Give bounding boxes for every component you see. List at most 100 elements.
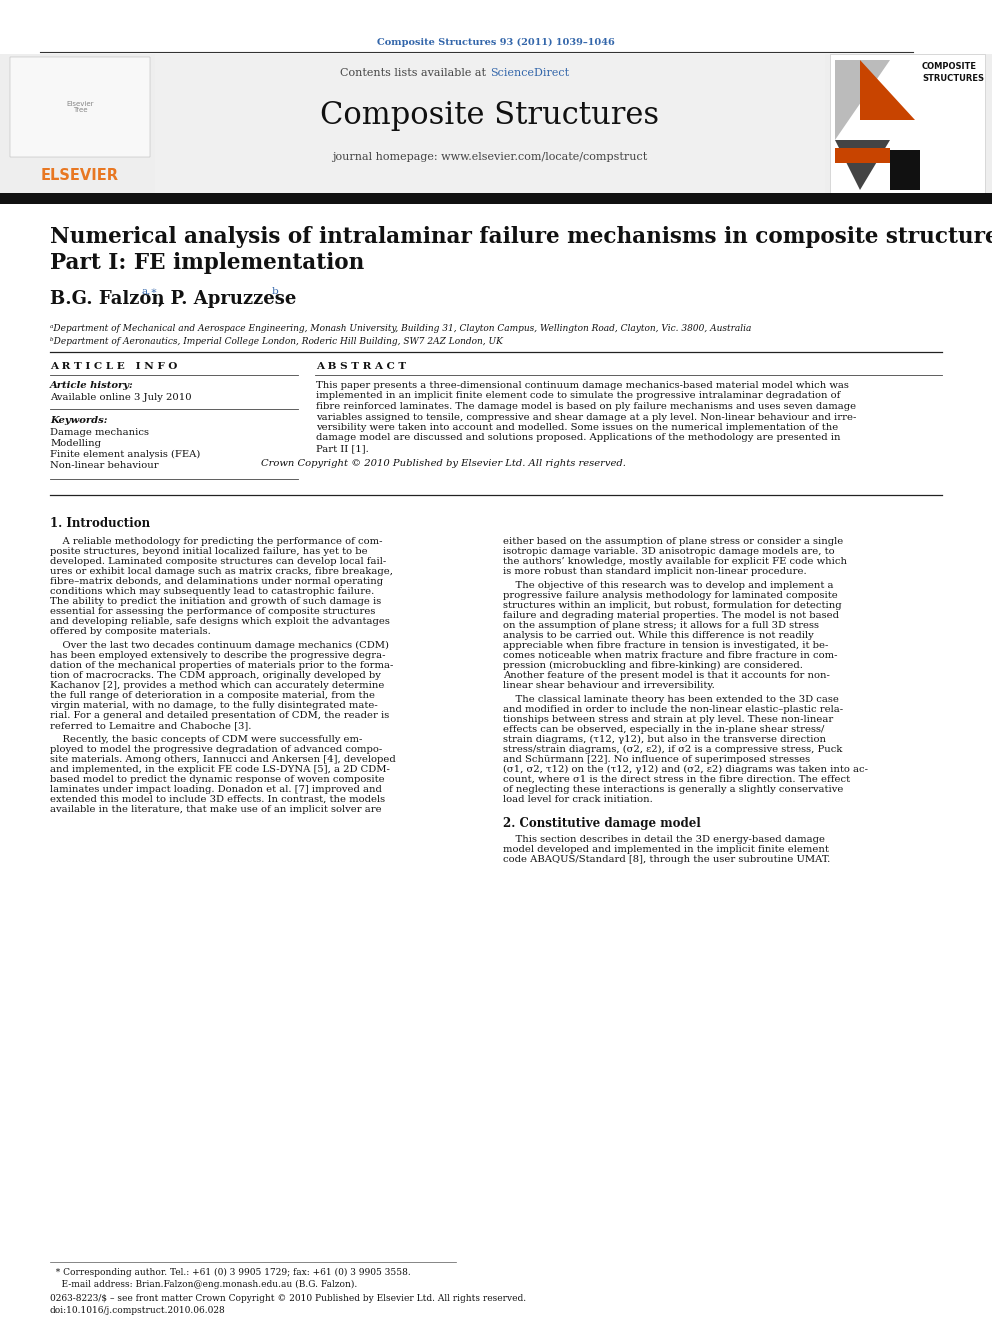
Text: and modified in order to include the non-linear elastic–plastic rela-: and modified in order to include the non… <box>503 705 843 714</box>
Text: COMPOSITE
STRUCTURES: COMPOSITE STRUCTURES <box>922 62 984 83</box>
Bar <box>830 54 985 194</box>
Text: Recently, the basic concepts of CDM were successfully em-: Recently, the basic concepts of CDM were… <box>50 736 362 744</box>
Polygon shape <box>860 60 915 120</box>
Text: ᵃDepartment of Mechanical and Aerospace Engineering, Monash University, Building: ᵃDepartment of Mechanical and Aerospace … <box>50 324 751 333</box>
Polygon shape <box>835 140 890 191</box>
Text: load level for crack initiation.: load level for crack initiation. <box>503 795 653 804</box>
Bar <box>155 54 825 194</box>
Text: * Corresponding author. Tel.: +61 (0) 3 9905 1729; fax: +61 (0) 3 9905 3558.: * Corresponding author. Tel.: +61 (0) 3 … <box>50 1267 411 1277</box>
Text: linear shear behaviour and irreversibility.: linear shear behaviour and irreversibili… <box>503 681 715 691</box>
Text: This paper presents a three-dimensional continuum damage mechanics-based materia: This paper presents a three-dimensional … <box>316 381 849 390</box>
Text: versibility were taken into account and modelled. Some issues on the numerical i: versibility were taken into account and … <box>316 423 838 433</box>
Text: posite structures, beyond initial localized failure, has yet to be: posite structures, beyond initial locali… <box>50 546 368 556</box>
Text: a,∗: a,∗ <box>142 287 159 296</box>
Text: and developing reliable, safe designs which exploit the advantages: and developing reliable, safe designs wh… <box>50 617 390 626</box>
Text: Over the last two decades continuum damage mechanics (CDM): Over the last two decades continuum dama… <box>50 642 389 650</box>
Text: progressive failure analysis methodology for laminated composite: progressive failure analysis methodology… <box>503 591 838 601</box>
Text: ELSEVIER: ELSEVIER <box>41 168 119 183</box>
Text: is more robust than standard implicit non-linear procedure.: is more robust than standard implicit no… <box>503 568 806 576</box>
Text: code ABAQUS/Standard [8], through the user subroutine UMAT.: code ABAQUS/Standard [8], through the us… <box>503 855 830 864</box>
Text: rial. For a general and detailed presentation of CDM, the reader is: rial. For a general and detailed present… <box>50 710 389 720</box>
Text: failure and degrading material properties. The model is not based: failure and degrading material propertie… <box>503 611 839 620</box>
Text: A B S T R A C T: A B S T R A C T <box>316 363 406 370</box>
Text: extended this model to include 3D effects. In contrast, the models: extended this model to include 3D effect… <box>50 795 385 804</box>
Text: This section describes in detail the 3D energy-based damage: This section describes in detail the 3D … <box>503 835 825 844</box>
Text: Part I: FE implementation: Part I: FE implementation <box>50 251 364 274</box>
Text: Another feature of the present model is that it accounts for non-: Another feature of the present model is … <box>503 671 830 680</box>
Text: site materials. Among others, Iannucci and Ankersen [4], developed: site materials. Among others, Iannucci a… <box>50 755 396 763</box>
Bar <box>890 149 920 191</box>
Text: tion of macrocracks. The CDM approach, originally developed by: tion of macrocracks. The CDM approach, o… <box>50 671 381 680</box>
Text: isotropic damage variable. 3D anisotropic damage models are, to: isotropic damage variable. 3D anisotropi… <box>503 546 834 556</box>
Text: Modelling: Modelling <box>50 439 101 448</box>
Text: Available online 3 July 2010: Available online 3 July 2010 <box>50 393 191 402</box>
Text: available in the literature, that make use of an implicit solver are: available in the literature, that make u… <box>50 804 382 814</box>
Text: b: b <box>272 287 279 296</box>
Bar <box>0 54 992 194</box>
Text: ScienceDirect: ScienceDirect <box>490 67 569 78</box>
Text: and implemented, in the explicit FE code LS-DYNA [5], a 2D CDM-: and implemented, in the explicit FE code… <box>50 765 390 774</box>
Text: either based on the assumption of plane stress or consider a single: either based on the assumption of plane … <box>503 537 843 546</box>
Text: A reliable methodology for predicting the performance of com-: A reliable methodology for predicting th… <box>50 537 383 546</box>
Text: the full range of deterioration in a composite material, from the: the full range of deterioration in a com… <box>50 691 375 700</box>
Text: and Schürmann [22]. No influence of superimposed stresses: and Schürmann [22]. No influence of supe… <box>503 755 810 763</box>
Text: implemented in an implicit finite element code to simulate the progressive intra: implemented in an implicit finite elemen… <box>316 392 840 401</box>
Text: model developed and implemented in the implicit finite element: model developed and implemented in the i… <box>503 845 829 855</box>
Text: strain diagrams, (τ12, γ12), but also in the transverse direction: strain diagrams, (τ12, γ12), but also in… <box>503 736 826 744</box>
Text: stress/strain diagrams, (σ2, ε2), if σ2 is a compressive stress, Puck: stress/strain diagrams, (σ2, ε2), if σ2 … <box>503 745 842 754</box>
Text: developed. Laminated composite structures can develop local fail-: developed. Laminated composite structure… <box>50 557 386 566</box>
Text: referred to Lemaitre and Chaboche [3].: referred to Lemaitre and Chaboche [3]. <box>50 721 251 730</box>
Text: (σ1, σ2, τ12) on the (τ12, γ12) and (σ2, ε2) diagrams was taken into ac-: (σ1, σ2, τ12) on the (τ12, γ12) and (σ2,… <box>503 765 868 774</box>
Text: Kachanov [2], provides a method which can accurately determine: Kachanov [2], provides a method which ca… <box>50 681 384 691</box>
Text: pression (microbuckling and fibre-kinking) are considered.: pression (microbuckling and fibre-kinkin… <box>503 662 803 671</box>
Text: variables assigned to tensile, compressive and shear damage at a ply level. Non-: variables assigned to tensile, compressi… <box>316 413 856 422</box>
Text: doi:10.1016/j.compstruct.2010.06.028: doi:10.1016/j.compstruct.2010.06.028 <box>50 1306 226 1315</box>
Text: conditions which may subsequently lead to catastrophic failure.: conditions which may subsequently lead t… <box>50 587 374 595</box>
Text: Part II [1].: Part II [1]. <box>316 445 369 452</box>
Text: The ability to predict the initiation and growth of such damage is: The ability to predict the initiation an… <box>50 597 381 606</box>
Text: based model to predict the dynamic response of woven composite: based model to predict the dynamic respo… <box>50 775 385 785</box>
Text: Numerical analysis of intralaminar failure mechanisms in composite structures.: Numerical analysis of intralaminar failu… <box>50 226 992 247</box>
Bar <box>835 148 890 163</box>
Text: effects can be observed, especially in the in-plane shear stress/: effects can be observed, especially in t… <box>503 725 824 734</box>
Text: journal homepage: www.elsevier.com/locate/compstruct: journal homepage: www.elsevier.com/locat… <box>332 152 648 161</box>
Text: Composite Structures 93 (2011) 1039–1046: Composite Structures 93 (2011) 1039–1046 <box>377 38 615 48</box>
Text: ployed to model the progressive degradation of advanced compo-: ployed to model the progressive degradat… <box>50 745 382 754</box>
Text: 1. Introduction: 1. Introduction <box>50 517 150 531</box>
Text: Damage mechanics: Damage mechanics <box>50 429 149 437</box>
Text: Finite element analysis (FEA): Finite element analysis (FEA) <box>50 450 200 459</box>
Text: Composite Structures: Composite Structures <box>320 101 660 131</box>
Text: A R T I C L E   I N F O: A R T I C L E I N F O <box>50 363 178 370</box>
Text: Contents lists available at: Contents lists available at <box>340 67 490 78</box>
Text: on the assumption of plane stress; it allows for a full 3D stress: on the assumption of plane stress; it al… <box>503 620 819 630</box>
Polygon shape <box>835 60 890 140</box>
Text: Elsevier
Tree: Elsevier Tree <box>66 101 94 114</box>
Text: virgin material, with no damage, to the fully disintegrated mate-: virgin material, with no damage, to the … <box>50 701 378 710</box>
Text: comes noticeable when matrix fracture and fibre fracture in com-: comes noticeable when matrix fracture an… <box>503 651 837 660</box>
Text: Non-linear behaviour: Non-linear behaviour <box>50 460 159 470</box>
Text: 2. Constitutive damage model: 2. Constitutive damage model <box>503 818 700 830</box>
Text: ᵇDepartment of Aeronautics, Imperial College London, Roderic Hill Building, SW7 : ᵇDepartment of Aeronautics, Imperial Col… <box>50 337 503 347</box>
Text: offered by composite materials.: offered by composite materials. <box>50 627 210 636</box>
Text: dation of the mechanical properties of materials prior to the forma-: dation of the mechanical properties of m… <box>50 662 394 669</box>
Text: structures within an implicit, but robust, formulation for detecting: structures within an implicit, but robus… <box>503 601 841 610</box>
Text: damage model are discussed and solutions proposed. Applications of the methodolo: damage model are discussed and solutions… <box>316 434 840 442</box>
Text: appreciable when fibre fracture in tension is investigated, it be-: appreciable when fibre fracture in tensi… <box>503 642 828 650</box>
Text: analysis to be carried out. While this difference is not readily: analysis to be carried out. While this d… <box>503 631 813 640</box>
Text: Keywords:: Keywords: <box>50 415 107 425</box>
Bar <box>10 57 150 157</box>
Text: essential for assessing the performance of composite structures: essential for assessing the performance … <box>50 607 375 617</box>
Text: The classical laminate theory has been extended to the 3D case: The classical laminate theory has been e… <box>503 695 839 704</box>
Text: count, where σ1 is the direct stress in the fibre direction. The effect: count, where σ1 is the direct stress in … <box>503 775 850 785</box>
Text: laminates under impact loading. Donadon et al. [7] improved and: laminates under impact loading. Donadon … <box>50 785 382 794</box>
Text: has been employed extensively to describe the progressive degra-: has been employed extensively to describ… <box>50 651 386 660</box>
Bar <box>0 193 992 204</box>
Text: tionships between stress and strain at ply level. These non-linear: tionships between stress and strain at p… <box>503 714 833 724</box>
Text: 0263-8223/$ – see front matter Crown Copyright © 2010 Published by Elsevier Ltd.: 0263-8223/$ – see front matter Crown Cop… <box>50 1294 526 1303</box>
Text: E-mail address: Brian.Falzon@eng.monash.edu.au (B.G. Falzon).: E-mail address: Brian.Falzon@eng.monash.… <box>50 1279 357 1289</box>
Text: , P. Apruzzese: , P. Apruzzese <box>158 290 297 308</box>
Text: Crown Copyright © 2010 Published by Elsevier Ltd. All rights reserved.: Crown Copyright © 2010 Published by Else… <box>261 459 626 467</box>
Text: the authors’ knowledge, mostly available for explicit FE code which: the authors’ knowledge, mostly available… <box>503 557 847 566</box>
Text: Article history:: Article history: <box>50 381 134 390</box>
Text: of neglecting these interactions is generally a slightly conservative: of neglecting these interactions is gene… <box>503 785 843 794</box>
